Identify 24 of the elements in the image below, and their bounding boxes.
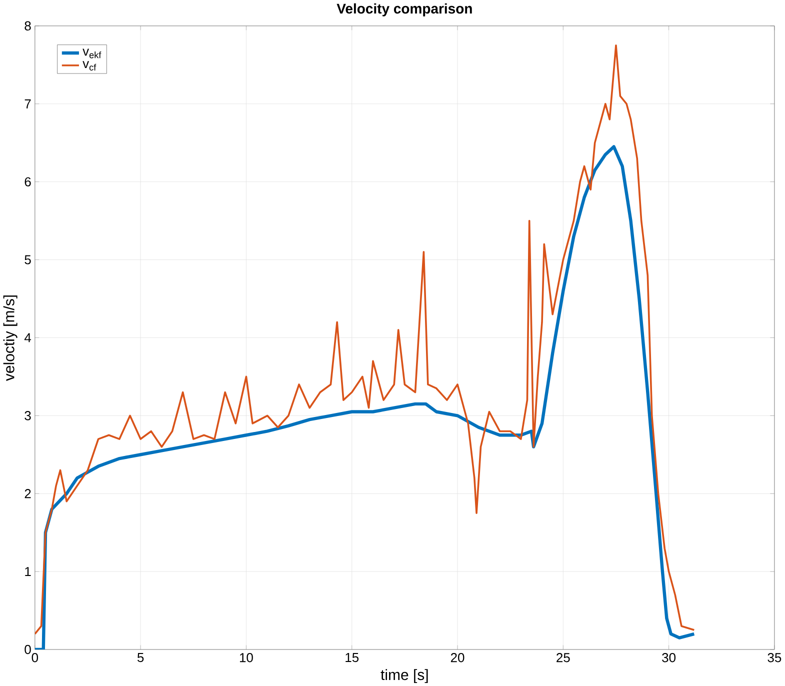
y-tick-label: 0 xyxy=(24,644,31,654)
x-axis-title: time [s] xyxy=(380,668,428,683)
x-tick-label: 0 xyxy=(32,652,38,662)
y-tick-label: 6 xyxy=(24,177,31,186)
x-tick-label: 20 xyxy=(450,652,464,662)
y-tick-label: 8 xyxy=(24,21,31,30)
y-axis-title: veloctiy [m/s] xyxy=(3,295,18,381)
y-tick-label: 5 xyxy=(24,255,31,264)
line-series xyxy=(34,144,696,650)
x-tick-label: 5 xyxy=(137,652,144,662)
legend-label: v$_{cf}$ xyxy=(82,60,96,70)
legend-label: v$_{ekf}$ xyxy=(82,48,102,58)
x-tick-label: 35 xyxy=(768,652,782,662)
x-tick-label: 15 xyxy=(346,652,359,662)
x-tick-label: 10 xyxy=(240,652,253,662)
y-tick-label: 3 xyxy=(24,410,31,420)
x-tick-label: 30 xyxy=(662,652,676,662)
y-tick-label: 7 xyxy=(24,99,31,108)
y-tick-label: 2 xyxy=(24,488,31,498)
x-tick-label: 25 xyxy=(556,652,570,662)
y-tick-label: 4 xyxy=(24,333,32,342)
line-series xyxy=(34,44,696,635)
chart-title: Velocity comparison xyxy=(336,3,472,16)
y-tick-label: 1 xyxy=(25,566,31,576)
